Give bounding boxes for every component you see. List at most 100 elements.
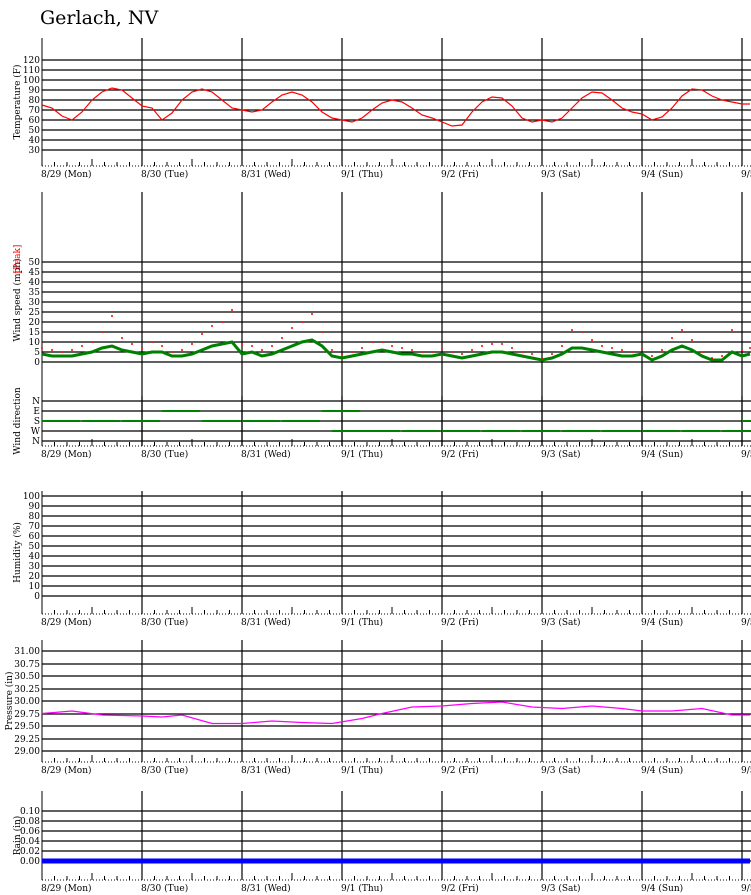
day-label: 8/30 (Tue) [141,617,188,628]
y-tick-label: N [32,437,40,447]
y-tick-label: 60 [29,532,41,542]
wind-peak-point [661,349,663,351]
wind-direction-mark [562,430,600,432]
day-label: 8/30 (Tue) [141,883,188,894]
y-tick-label: 110 [23,66,40,76]
y-tick-label: 30.50 [14,672,40,682]
wind-peak-point [471,349,473,351]
wind-direction-mark [482,430,520,432]
day-label: 8/31 (Wed) [241,765,291,776]
wind-peak-point [731,329,733,331]
day-label: 8/30 (Tue) [141,169,188,180]
day-label: 8/31 (Wed) [241,883,291,894]
y-tick-label: 25 [29,308,41,318]
day-label: 9/1 (Thu) [341,617,383,628]
wind-peak-point [271,345,273,347]
wind-peak-point [181,349,183,351]
wind-peak-point [131,343,133,345]
y-tick-label: 50 [29,258,41,268]
panel-4: 8/29 (Mon) 8/30 (Tue) 8/31 (Wed) 9/1 (Thu) 9… [4,640,751,776]
day-label: 9/4 (Sun) [641,169,683,180]
panel-0: 8/29 (Mon) 8/30 (Tue) 8/31 (Wed) 9/1 (Thu) 9… [12,38,751,180]
day-label: 9/2 (Fri) [441,169,479,180]
day-label: 9/3 (Sat) [541,169,581,180]
wind-direction-mark [332,430,370,432]
y-tick-label: 0.10 [20,807,40,817]
y-tick-label: 20 [29,572,41,582]
wind-peak-point [311,313,313,315]
wind-direction-mark [742,420,751,422]
y-tick-label: 0.08 [20,817,40,827]
wind-peak-point [671,337,673,339]
y-tick-label: 0.02 [20,847,40,857]
wind-direction-mark [122,420,160,422]
wind-peak-point [191,343,193,345]
wind-peak-point [381,341,383,343]
y-tick-label: 0 [34,358,40,368]
panel-5: 8/29 (Mon) 8/30 (Tue) 8/31 (Wed) 9/1 (Thu) 9… [12,791,751,894]
wind-peak-point [231,309,233,311]
y-tick-label: 50 [29,542,41,552]
y-tick-label: 5 [34,348,40,358]
pressure-line [41,701,750,725]
wind-peak-point [741,349,743,351]
y-tick-label: 35 [29,288,41,298]
y-tick-label: 29.25 [14,735,40,745]
legend-peak: [Peak] [13,245,23,274]
wind-peak-point [611,347,613,349]
y-tick-label: 29.75 [14,710,40,720]
wind-peak-point [281,337,283,339]
wind-direction-mark [322,410,360,412]
wind-direction-mark [522,430,560,432]
wind-peak-point [71,349,73,351]
wind-peak-point [341,353,343,355]
wind-peak-point [201,333,203,335]
y-tick-label: 30.25 [14,685,40,695]
y-axis-label: Wind speed (mph) [12,258,23,341]
y-tick-label: 50 [29,126,41,136]
day-label: 9/4 (Sun) [641,765,683,776]
wind-peak-point [61,351,63,353]
y-tick-label: E [33,407,40,417]
day-label: 9/1 (Thu) [341,765,383,776]
wind-peak-point [171,351,173,353]
wind-peak-point [621,349,623,351]
y-tick-label: 40 [29,136,41,146]
wind-direction-mark [282,420,320,422]
wind-peak-point [91,341,93,343]
wind-peak-point [221,321,223,323]
day-label: 8/29 (Mon) [41,617,92,628]
wind-peak-point [651,355,653,357]
wind-direction-mark [242,420,280,422]
wind-direction-mark [42,420,80,422]
wind-peak-point [501,343,503,345]
wind-peak-point [211,325,213,327]
day-label: 9/4 (Sun) [641,449,683,460]
day-label: 8/31 (Wed) [241,169,291,180]
day-label: 9/3 (Sat) [541,765,581,776]
page-title: Gerlach, NV [40,7,159,29]
y-tick-label: 10 [29,338,41,348]
wind-peak-point [531,353,533,355]
wind-peak-point [421,351,423,353]
y-tick-label: 100 [23,492,40,502]
day-label: 8/29 (Mon) [41,169,92,180]
wind-peak-point [641,347,643,349]
y-axis-label: Pressure (in) [4,672,15,731]
wind-peak-point [491,343,493,345]
y-tick-label: 30 [29,562,41,572]
wind-peak-point [591,339,593,341]
y-tick-label: 100 [23,76,40,86]
day-label: 9/4 (Sun) [641,617,683,628]
wind-direction-mark [82,420,120,422]
wind-peak-point [391,345,393,347]
day-label: 8/30 (Tue) [141,449,188,460]
wind-direction-mark [682,430,720,432]
panel-1: 8/29 (Mon) 8/30 (Tue) 8/31 (Wed) 9/1 (Thu) 9… [12,192,751,460]
wind-peak-point [161,345,163,347]
temperature-line [41,87,750,127]
y-tick-label: 0 [34,592,40,602]
y-tick-label: 40 [29,278,41,288]
day-label: 9/1 (Thu) [341,169,383,180]
